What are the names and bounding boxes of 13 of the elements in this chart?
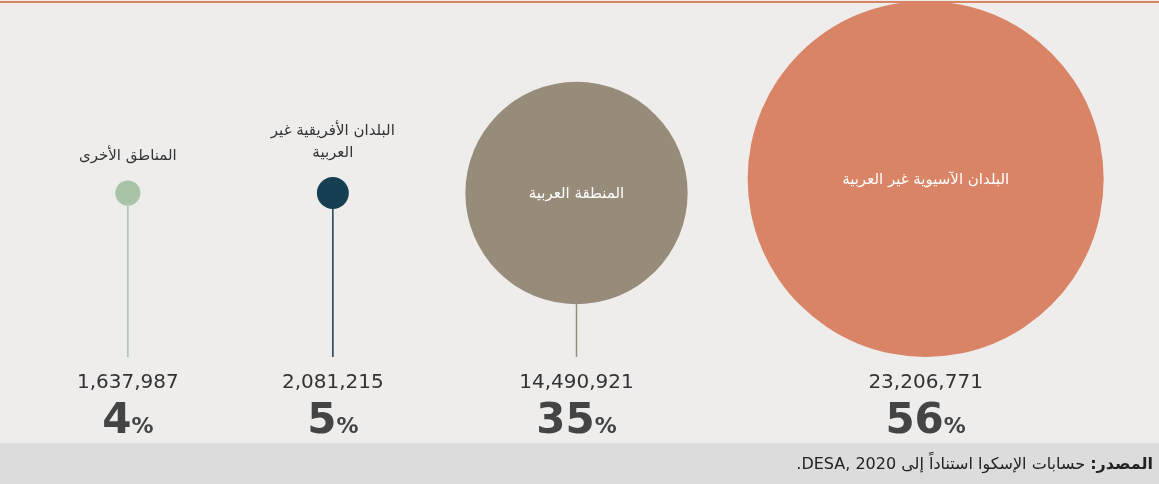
text: 56%: [885, 394, 966, 443]
data-label: 23,206,771: [868, 369, 983, 393]
text: 5%: [307, 394, 359, 443]
category-label: البلدان الآسيوية غير العربية: [841, 169, 1011, 190]
category-label: المنطقة العربية: [527, 183, 626, 204]
data-label: 14,490,921: [519, 369, 634, 393]
data-label: 2,081,215: [281, 369, 384, 393]
category-label: المناطق الأخرى: [77, 144, 178, 167]
data-label: 1,637,987: [76, 369, 179, 393]
text: 4%: [102, 394, 154, 443]
category-label: البلدان الأفريقية غير العربية: [269, 119, 396, 164]
text: المصدر: حسابات الإسكوا استناداً إلى DESA, 2020.: [796, 454, 1154, 473]
text: 35%: [536, 394, 617, 443]
